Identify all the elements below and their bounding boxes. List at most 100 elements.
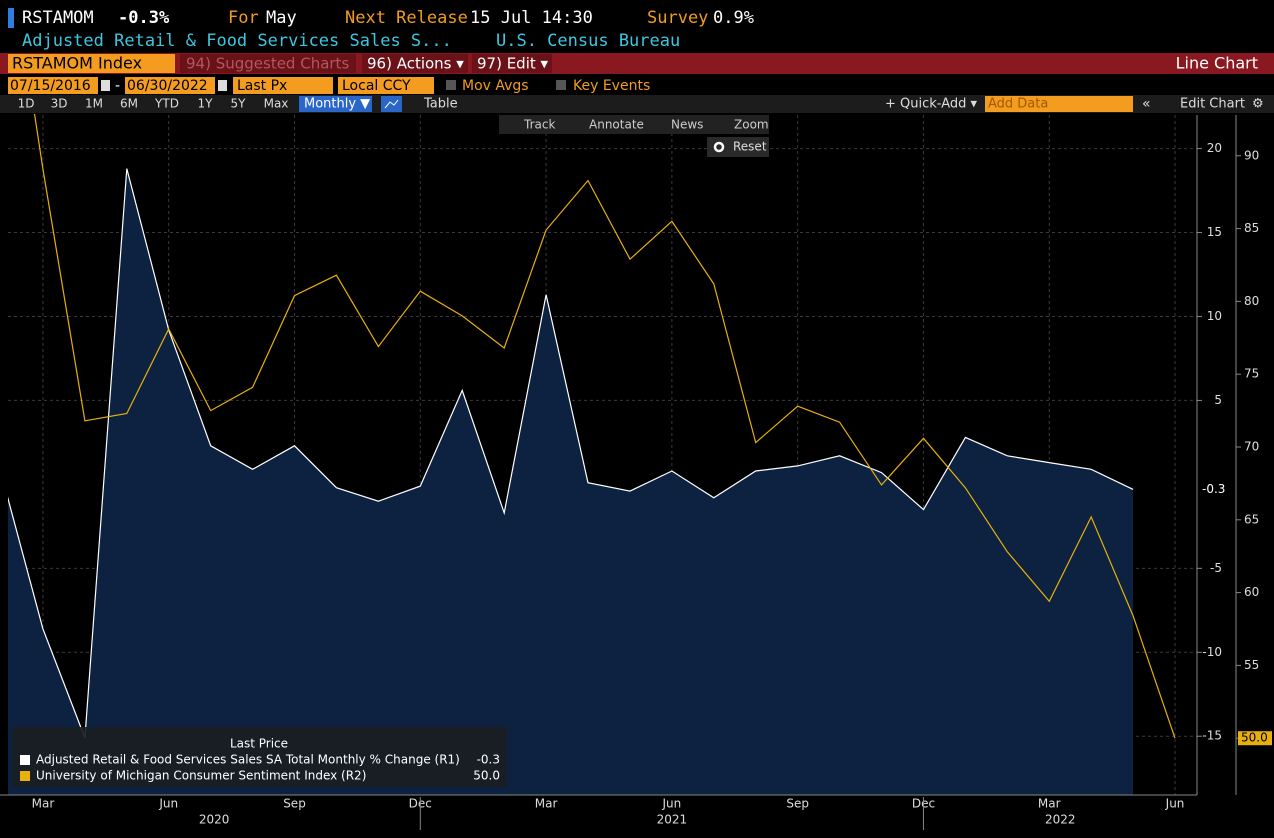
area — [8, 168, 1134, 795]
y-tick-label: 10 — [1207, 309, 1222, 323]
year-label: 2022 — [1045, 813, 1076, 827]
x-tick-label: Jun — [158, 797, 178, 811]
x-tick-label: Jun — [662, 797, 682, 811]
button-label[interactable]: Table — [423, 97, 458, 112]
input[interactable] — [985, 96, 1133, 112]
label: Key Events — [573, 78, 650, 94]
security: RSTAMOM Index — [12, 54, 142, 73]
x-tick-label: Mar — [535, 797, 558, 811]
button[interactable] — [362, 54, 468, 73]
button[interactable] — [707, 137, 769, 157]
value: 0.9% — [713, 8, 754, 28]
icon[interactable] — [218, 80, 227, 91]
button-label: 94) Suggested Charts — [186, 55, 349, 73]
value: May — [266, 8, 297, 28]
marker — [8, 8, 14, 28]
y-tick-label: -15 — [1202, 729, 1222, 743]
y-tick-label: 15 — [1207, 225, 1222, 239]
icon — [713, 141, 725, 153]
security-box[interactable] — [8, 54, 175, 73]
line — [33, 114, 1176, 739]
range-button[interactable]: 1D — [18, 97, 35, 111]
range-button[interactable]: 1M — [85, 97, 103, 111]
button[interactable] — [381, 96, 402, 112]
range-button[interactable]: Max — [264, 97, 289, 111]
range-button[interactable]: YTD — [154, 97, 179, 111]
range-button[interactable]: 1Y — [198, 97, 214, 111]
y-tick-label: -10 — [1202, 645, 1222, 659]
range-button[interactable]: 6M — [120, 97, 138, 111]
y-tick-label: 20 — [1207, 141, 1222, 155]
last-value-label: -0.3 — [1202, 482, 1225, 496]
legend-value: 50.0 — [473, 769, 500, 783]
legend-label: University of Michigan Consumer Sentimen… — [36, 769, 366, 783]
x-tick-label: Mar — [32, 797, 55, 811]
x-tick-label: Sep — [786, 797, 809, 811]
button[interactable] — [472, 54, 552, 73]
year-label: 2020 — [199, 813, 230, 827]
tool-button[interactable]: News — [671, 118, 703, 132]
tool-button[interactable]: Zoom — [734, 118, 769, 132]
range-button[interactable]: 5Y — [231, 97, 247, 111]
description: Adjusted Retail & Food Services Sales S.… — [22, 31, 452, 51]
label: Next Release — [345, 8, 468, 28]
last-value-box — [1199, 482, 1233, 497]
y2-tick-label: 85 — [1244, 221, 1259, 235]
checkbox[interactable] — [556, 80, 566, 90]
x-tick-label: Jun — [1165, 797, 1185, 811]
range-button[interactable]: 3D — [51, 97, 68, 111]
label: Mov Avgs — [462, 78, 529, 94]
change: -0.3% — [118, 8, 170, 28]
tool-bar — [499, 115, 769, 134]
legend — [12, 727, 507, 787]
last-value-label: 50.0 — [1241, 731, 1268, 745]
input[interactable] — [125, 77, 215, 94]
y-tick-label: 5 — [1214, 393, 1222, 407]
collapse-icon[interactable]: « — [1142, 96, 1151, 112]
source: U.S. Census Bureau — [496, 31, 680, 51]
tool-button[interactable]: Track — [523, 118, 555, 132]
last-value-box — [1238, 731, 1272, 746]
legend-value: -0.3 — [477, 753, 500, 767]
x-tick-label: Sep — [283, 797, 306, 811]
tool-button[interactable]: Annotate — [589, 118, 644, 132]
y2-tick-label: 70 — [1244, 439, 1259, 453]
icon[interactable] — [101, 80, 110, 91]
label: Survey — [647, 8, 708, 28]
x-tick-label: Mar — [1038, 797, 1061, 811]
legend-swatch — [20, 755, 30, 765]
icon — [384, 99, 399, 109]
button-label[interactable]: + Quick-Add ▾ — [885, 97, 977, 112]
legend-title: Last Price — [230, 737, 288, 751]
y2-tick-label: 75 — [1244, 367, 1259, 381]
currency: Local CCY — [342, 78, 411, 94]
period: Monthly ▼ — [304, 97, 370, 112]
reset: Reset — [733, 140, 767, 154]
ticker: RSTAMOM — [22, 8, 94, 28]
y-tick-label: -5 — [1210, 561, 1222, 575]
button[interactable] — [180, 54, 356, 73]
button[interactable] — [299, 96, 372, 112]
button-label[interactable]: Edit Chart — [1180, 97, 1245, 112]
input[interactable] — [233, 77, 333, 94]
settings-icon[interactable]: ⚙ — [1252, 97, 1264, 112]
value: 15 Jul 14:30 — [470, 8, 593, 28]
button-label: 97) Edit ▾ — [477, 55, 549, 73]
y2-tick-label: 65 — [1244, 512, 1259, 526]
checkbox[interactable] — [446, 80, 456, 90]
chart-kind: Line Chart — [1176, 54, 1258, 73]
legend-label: Adjusted Retail & Food Services Sales SA… — [36, 753, 460, 767]
button-label: 96) Actions ▾ — [367, 55, 464, 73]
field: Last Px — [237, 78, 287, 94]
separator: - — [115, 78, 120, 94]
placeholder: Add Data — [988, 97, 1048, 112]
line — [8, 168, 1134, 739]
y2-tick-label: 60 — [1244, 585, 1259, 599]
start-date: 07/15/2016 — [10, 78, 91, 94]
label: For — [228, 8, 259, 28]
input[interactable] — [338, 77, 434, 94]
y2-tick-label: 80 — [1244, 294, 1259, 308]
input[interactable] — [8, 77, 98, 94]
